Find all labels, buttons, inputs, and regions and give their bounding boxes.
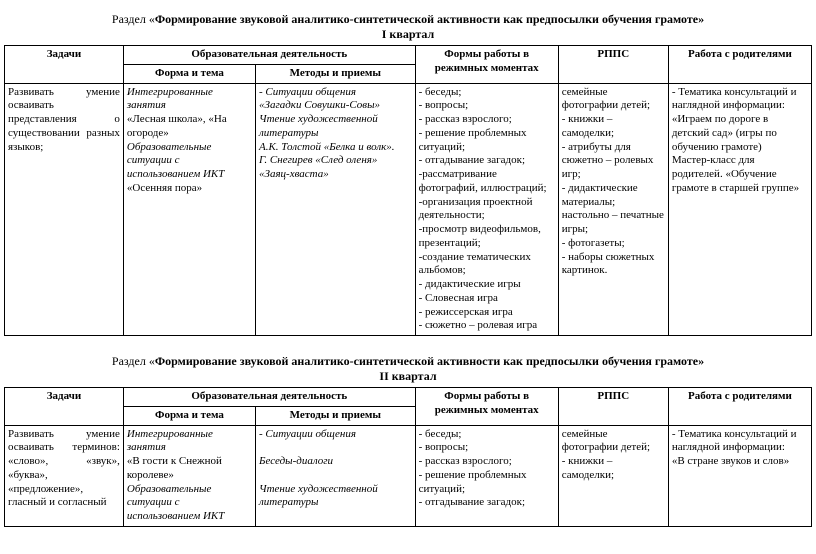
section1-table: Задачи Образовательная деятельность Форм… [4,45,812,336]
section1-title-prefix: Раздел « [112,12,155,26]
h2-rpps: РППС [558,388,668,426]
cell2-form-p1: «В гости к Снежной королеве» [127,455,222,481]
h2-tasks: Задачи [5,388,124,426]
cell2-methods-line: - Ситуации общенияБеседы-диалогиЧтение х… [259,428,378,509]
cell2-methods: - Ситуации общенияБеседы-диалогиЧтение х… [256,425,416,526]
h-edu: Образовательная деятельность [123,46,415,65]
section2-title-prefix: Раздел « [112,354,155,368]
table-row: Развивать умение осваивать терминов: «сл… [5,425,812,526]
section2-title-bold: Формирование звуковой аналитико-синтетич… [155,354,704,368]
h-formy: Формы работы в режимных моментах [415,46,558,84]
cell-form-it2: Образовательные ситуации с использование… [127,141,224,181]
cell-form: Интегрированные занятия «Лесная школа», … [123,83,255,336]
cell2-parents: - Тематика консультаций и наглядной инфо… [668,425,811,526]
section2-table: Задачи Образовательная деятельность Форм… [4,387,812,527]
cell-parents: - Тематика консультаций и наглядной инфо… [668,83,811,336]
table-row: Развивать умение осваивать представления… [5,83,812,336]
cell2-form-it2: Образовательные ситуации с использование… [127,483,224,523]
cell2-tasks: Развивать умение осваивать терминов: «сл… [5,425,124,526]
cell-form-p2: «Осенняя пора» [127,182,202,194]
cell-methods: - Ситуации общения«Загадки Совушки-Совы»… [256,83,416,336]
h2-form: Форма и тема [123,406,255,425]
cell2-formy: - беседы;- вопросы;- рассказ взрослого;-… [415,425,558,526]
cell-tasks: Развивать умение осваивать представления… [5,83,124,336]
h-rpps: РППС [558,46,668,84]
cell2-form-it1: Интегрированные занятия [127,428,213,454]
section1-title-bold: Формирование звуковой аналитико-синтетич… [155,12,704,26]
h-parents: Работа с родителями [668,46,811,84]
cell-form-it1: Интегрированные занятия [127,86,213,112]
section1-title: Раздел «Формирование звуковой аналитико-… [4,12,812,27]
h2-edu: Образовательная деятельность [123,388,415,407]
h-methods: Методы и приемы [256,64,416,83]
cell2-rpps: семейные фотографии детей;- книжки – сам… [558,425,668,526]
cell2-form: Интегрированные занятия «В гости к Снежн… [123,425,255,526]
h2-methods: Методы и приемы [256,406,416,425]
h2-formy: Формы работы в режимных моментах [415,388,558,426]
h-tasks: Задачи [5,46,124,84]
cell-methods-line: - Ситуации общения«Загадки Совушки-Совы»… [259,86,395,181]
section2-quarter: II квартал [4,369,812,384]
h2-parents: Работа с родителями [668,388,811,426]
cell-form-p1: «Лесная школа», «На огороде» [127,113,227,139]
section1-quarter: I квартал [4,27,812,42]
cell-formy: - беседы;- вопросы;- рассказ взрослого;-… [415,83,558,336]
section2-title: Раздел «Формирование звуковой аналитико-… [4,354,812,369]
h-form: Форма и тема [123,64,255,83]
cell-rpps: семейные фотографии детей;- книжки – сам… [558,83,668,336]
